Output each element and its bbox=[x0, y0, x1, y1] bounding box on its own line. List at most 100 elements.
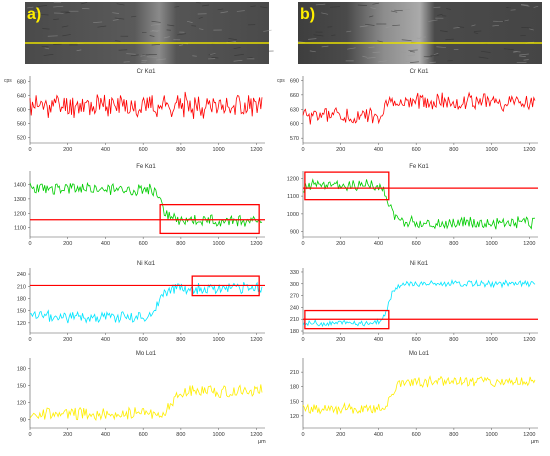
x-tick-label: 1200 bbox=[523, 432, 535, 438]
chart-title: Ni Kα1 bbox=[137, 261, 156, 267]
x-tick-label: 400 bbox=[101, 432, 110, 438]
series-line bbox=[303, 179, 535, 229]
y-tick-label: 1100 bbox=[14, 226, 26, 232]
x-tick-label: 600 bbox=[412, 147, 421, 153]
x-tick-label: 1000 bbox=[212, 147, 224, 153]
highlight-box bbox=[160, 205, 259, 234]
x-tick-label: 800 bbox=[449, 432, 458, 438]
x-tick-label: 600 bbox=[139, 241, 148, 247]
sem-image-strip bbox=[298, 2, 542, 64]
y-tick-label: 180 bbox=[290, 329, 299, 335]
y-tick-label: 210 bbox=[290, 370, 299, 376]
y-tick-label: 180 bbox=[17, 296, 26, 302]
x-tick-label: 400 bbox=[101, 147, 110, 153]
y-tick-label: 270 bbox=[290, 294, 299, 300]
y-tick-label: 120 bbox=[290, 414, 299, 420]
y-tick-label: 180 bbox=[290, 385, 299, 391]
x-tick-label: 800 bbox=[176, 241, 185, 247]
x-tick-label: 1000 bbox=[485, 337, 497, 343]
y-tick-label: 900 bbox=[290, 230, 299, 236]
x-tick-label: 0 bbox=[301, 337, 304, 343]
y-tick-label: 560 bbox=[17, 122, 26, 128]
x-tick-label: 800 bbox=[449, 337, 458, 343]
x-tick-label: 0 bbox=[28, 432, 31, 438]
x-tick-label: 200 bbox=[63, 432, 72, 438]
y-tick-label: 680 bbox=[17, 80, 26, 86]
y-tick-label: 570 bbox=[290, 136, 299, 142]
x-tick-label: 800 bbox=[176, 147, 185, 153]
x-tick-label: 400 bbox=[374, 432, 383, 438]
y-tick-label: 240 bbox=[290, 305, 299, 311]
x-tick-label: 200 bbox=[63, 337, 72, 343]
x-tick-label: 1200 bbox=[523, 147, 535, 153]
x-tick-label: 200 bbox=[63, 147, 72, 153]
x-tick-label: 600 bbox=[139, 337, 148, 343]
x-tick-label: 200 bbox=[63, 241, 72, 247]
y-tick-label: 520 bbox=[17, 136, 26, 142]
x-tick-label: 0 bbox=[28, 337, 31, 343]
x-tick-label: 200 bbox=[336, 147, 345, 153]
x-tick-label: 1200 bbox=[250, 337, 262, 343]
x-tick-label: 0 bbox=[301, 147, 304, 153]
y-tick-label: 150 bbox=[17, 309, 26, 315]
x-tick-label: 1000 bbox=[485, 147, 497, 153]
y-tick-label: 690 bbox=[290, 78, 299, 84]
x-tick-label: 600 bbox=[139, 147, 148, 153]
x-tick-label: 1200 bbox=[523, 241, 535, 247]
x-tick-label: 1200 bbox=[523, 337, 535, 343]
x-tick-label: 400 bbox=[101, 337, 110, 343]
y-tick-label: 1100 bbox=[287, 194, 299, 200]
x-tick-label: 600 bbox=[139, 432, 148, 438]
x-tick-label: 1000 bbox=[485, 432, 497, 438]
x-tick-label: 800 bbox=[176, 432, 185, 438]
y-tick-label: 600 bbox=[290, 122, 299, 128]
y-axis-label: cps bbox=[4, 78, 12, 84]
y-tick-label: 1400 bbox=[14, 183, 26, 189]
series-line bbox=[30, 282, 262, 323]
y-tick-label: 330 bbox=[290, 270, 299, 276]
panel-label: a) bbox=[27, 6, 41, 23]
chart-title: Mo Lα1 bbox=[136, 351, 157, 357]
x-tick-label: 600 bbox=[412, 241, 421, 247]
y-tick-label: 300 bbox=[290, 282, 299, 288]
x-tick-label: 0 bbox=[301, 432, 304, 438]
y-tick-label: 630 bbox=[290, 107, 299, 113]
x-tick-label: 1200 bbox=[250, 432, 262, 438]
x-tick-label: 200 bbox=[336, 432, 345, 438]
x-tick-label: 0 bbox=[28, 241, 31, 247]
y-tick-label: 660 bbox=[290, 93, 299, 99]
series-line bbox=[30, 92, 262, 119]
chart-title: Ni Kα1 bbox=[410, 261, 429, 267]
chart-title: Mo Lα1 bbox=[409, 351, 430, 357]
x-tick-label: 800 bbox=[449, 147, 458, 153]
series-line bbox=[30, 384, 262, 420]
chart-title: Cr Kα1 bbox=[137, 69, 156, 75]
x-tick-label: 400 bbox=[374, 147, 383, 153]
y-tick-label: 1200 bbox=[287, 176, 299, 182]
y-axis-label: cps bbox=[277, 78, 285, 84]
panel-label: b) bbox=[300, 6, 315, 23]
chart-title: Fe Kα1 bbox=[409, 164, 429, 170]
y-tick-label: 210 bbox=[17, 284, 26, 290]
x-tick-label: 1000 bbox=[212, 241, 224, 247]
x-tick-label: 1000 bbox=[485, 241, 497, 247]
x-tick-label: 1000 bbox=[212, 337, 224, 343]
y-tick-label: 180 bbox=[17, 367, 26, 373]
x-tick-label: 200 bbox=[336, 337, 345, 343]
x-tick-label: 800 bbox=[449, 241, 458, 247]
x-tick-label: 1200 bbox=[250, 147, 262, 153]
x-tick-label: 200 bbox=[336, 241, 345, 247]
y-tick-label: 150 bbox=[290, 399, 299, 405]
y-tick-label: 1200 bbox=[14, 211, 26, 217]
y-tick-label: 120 bbox=[17, 401, 26, 407]
y-tick-label: 1300 bbox=[14, 197, 26, 203]
y-tick-label: 90 bbox=[20, 418, 26, 424]
